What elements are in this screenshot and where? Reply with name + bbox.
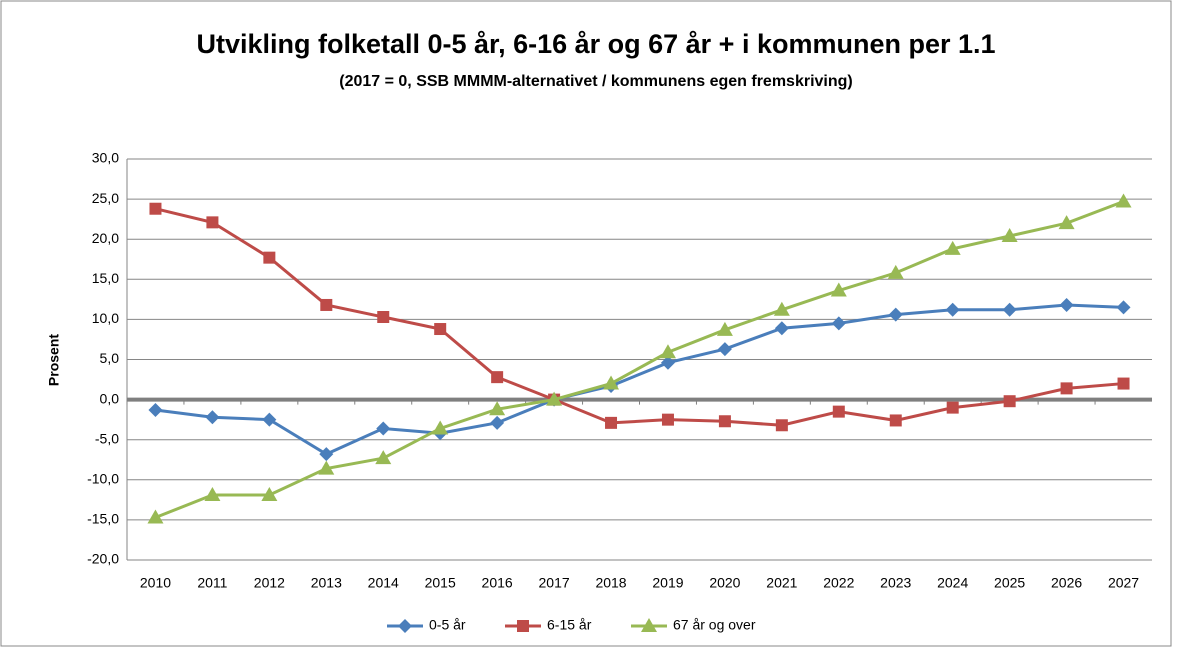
x-tick-label: 2010 bbox=[140, 575, 171, 591]
x-tick-label: 2018 bbox=[595, 575, 626, 591]
x-tick-label: 2027 bbox=[1108, 575, 1139, 591]
marker bbox=[888, 307, 903, 322]
marker bbox=[1060, 382, 1073, 395]
marker bbox=[546, 391, 563, 406]
marker bbox=[1115, 193, 1132, 208]
x-tick-label: 2024 bbox=[937, 575, 968, 591]
x-tick-label: 2019 bbox=[652, 575, 683, 591]
marker bbox=[717, 342, 732, 357]
y-tick-label: 25,0 bbox=[92, 190, 119, 206]
marker bbox=[889, 414, 902, 427]
marker bbox=[946, 401, 959, 414]
y-axis-label: Prosent bbox=[46, 334, 62, 386]
marker bbox=[830, 282, 847, 297]
marker bbox=[605, 416, 618, 429]
marker bbox=[320, 298, 333, 311]
x-tick-label: 2025 bbox=[994, 575, 1025, 591]
marker bbox=[944, 240, 961, 255]
y-tick-label: 5,0 bbox=[100, 350, 120, 366]
marker bbox=[1058, 215, 1075, 230]
marker bbox=[831, 316, 846, 331]
legend-label: 0-5 år bbox=[429, 617, 466, 633]
marker bbox=[204, 487, 221, 502]
marker bbox=[1003, 395, 1016, 408]
y-tick-label: -10,0 bbox=[87, 471, 119, 487]
chart-subtitle: (2017 = 0, SSB MMMM-alternativet / kommu… bbox=[339, 73, 852, 90]
legend-label: 6-15 år bbox=[547, 617, 592, 633]
marker bbox=[887, 264, 904, 279]
x-tick-label: 2015 bbox=[425, 575, 456, 591]
x-tick-label: 2016 bbox=[482, 575, 513, 591]
marker bbox=[432, 420, 449, 435]
marker bbox=[1059, 297, 1074, 312]
marker bbox=[377, 310, 390, 323]
x-tick-label: 2022 bbox=[823, 575, 854, 591]
series-line bbox=[154, 200, 1125, 519]
x-tick-label: 2013 bbox=[311, 575, 342, 591]
x-tick-label: 2014 bbox=[368, 575, 399, 591]
marker bbox=[1002, 302, 1017, 317]
marker bbox=[661, 413, 674, 426]
marker bbox=[261, 487, 278, 502]
y-tick-label: 10,0 bbox=[92, 310, 119, 326]
marker bbox=[206, 216, 219, 229]
series-line bbox=[155, 207, 1124, 427]
y-tick-label: -20,0 bbox=[87, 551, 119, 567]
marker bbox=[319, 447, 334, 462]
x-tick-label: 2021 bbox=[766, 575, 797, 591]
marker bbox=[1001, 227, 1018, 242]
y-tick-label: -15,0 bbox=[87, 511, 119, 527]
marker bbox=[774, 321, 789, 336]
marker bbox=[775, 419, 788, 432]
marker bbox=[716, 321, 733, 336]
marker bbox=[660, 355, 675, 370]
legend-label: 67 år og over bbox=[673, 617, 756, 633]
x-tick-label: 2020 bbox=[709, 575, 740, 591]
marker bbox=[489, 401, 506, 416]
marker bbox=[517, 620, 529, 632]
marker bbox=[1116, 300, 1131, 315]
marker bbox=[263, 251, 276, 264]
y-tick-label: 20,0 bbox=[92, 230, 119, 246]
marker bbox=[491, 371, 504, 384]
chart-title: Utvikling folketall 0-5 år, 6-16 år og 6… bbox=[196, 29, 995, 59]
marker bbox=[659, 344, 676, 359]
marker bbox=[1117, 377, 1130, 390]
marker bbox=[773, 301, 790, 316]
x-tick-label: 2026 bbox=[1051, 575, 1082, 591]
marker bbox=[148, 403, 163, 418]
marker bbox=[718, 415, 731, 428]
marker bbox=[641, 618, 657, 632]
y-tick-label: -5,0 bbox=[95, 430, 119, 446]
x-tick-label: 2023 bbox=[880, 575, 911, 591]
marker bbox=[603, 375, 620, 390]
marker bbox=[375, 450, 392, 465]
marker bbox=[318, 460, 335, 475]
x-tick-label: 2011 bbox=[197, 575, 227, 591]
marker bbox=[490, 415, 505, 430]
marker bbox=[398, 619, 412, 633]
marker bbox=[262, 412, 277, 427]
y-tick-label: 0,0 bbox=[100, 390, 120, 406]
marker bbox=[149, 202, 162, 215]
marker bbox=[147, 509, 164, 524]
series-line bbox=[155, 303, 1124, 456]
marker bbox=[945, 302, 960, 317]
marker bbox=[434, 323, 447, 336]
y-tick-label: 15,0 bbox=[92, 270, 119, 286]
marker bbox=[832, 405, 845, 418]
marker bbox=[205, 410, 220, 425]
x-tick-label: 2017 bbox=[539, 575, 570, 591]
marker bbox=[376, 421, 391, 436]
y-tick-label: 30,0 bbox=[92, 150, 119, 166]
x-tick-label: 2012 bbox=[254, 575, 285, 591]
